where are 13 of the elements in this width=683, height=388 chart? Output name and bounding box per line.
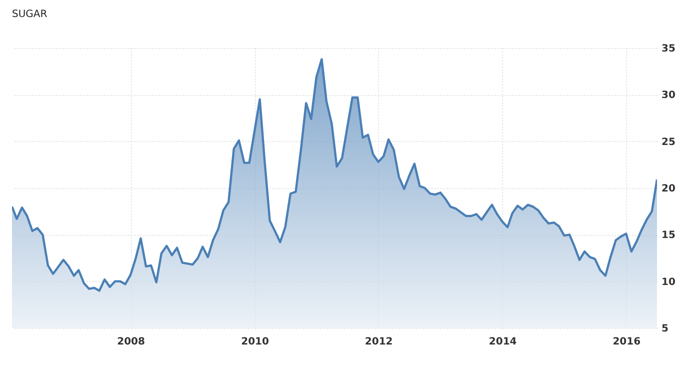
y-tick-label: 35: [662, 44, 676, 54]
x-tick-label: 2008: [117, 336, 146, 348]
chart-title: SUGAR: [12, 9, 48, 20]
y-tick-label: 10: [662, 276, 676, 288]
x-tick-label: 2014: [488, 336, 517, 348]
x-tick-label: 2016: [612, 336, 641, 348]
y-tick-label: 20: [662, 184, 676, 194]
x-tick-label: 2012: [364, 336, 393, 348]
y-tick-label: 5: [662, 324, 668, 334]
y-tick-label: 30: [662, 90, 676, 102]
y-tick-label: 25: [662, 136, 676, 148]
x-tick-label: 2010: [241, 336, 269, 348]
y-tick-label: 15: [662, 230, 676, 242]
